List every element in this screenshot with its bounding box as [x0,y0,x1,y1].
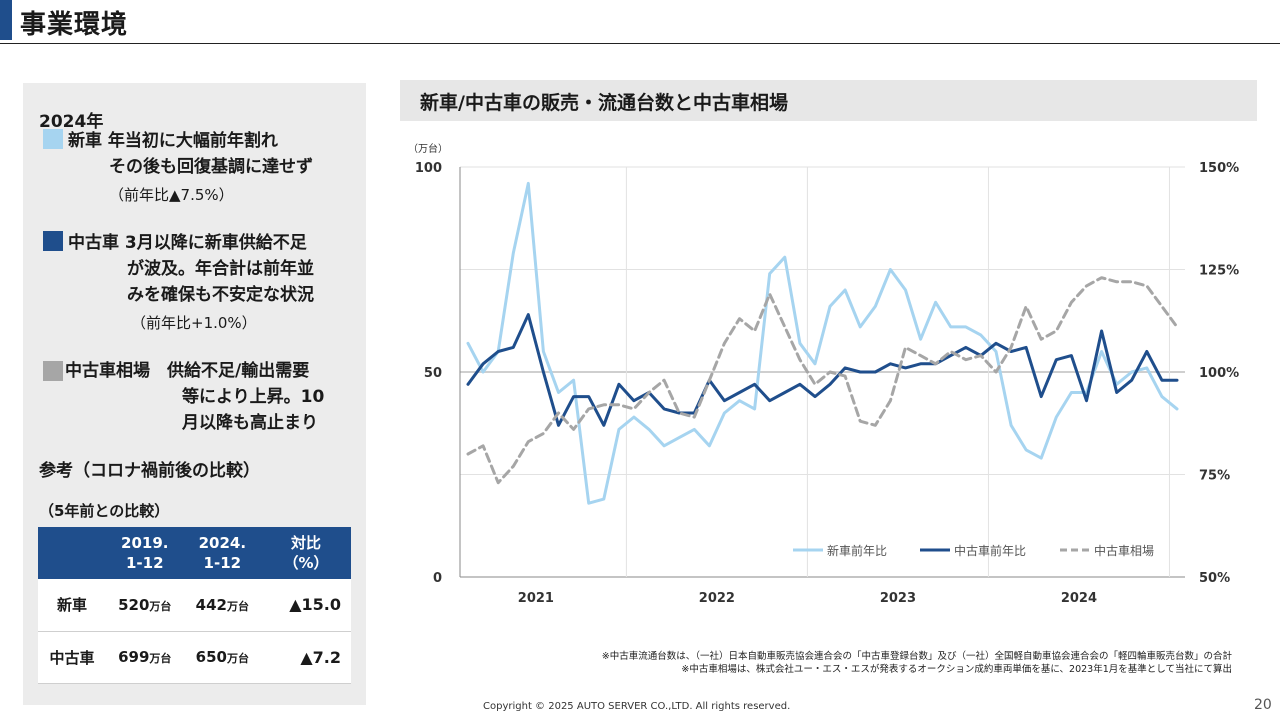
right-axis-tick: 150% [1199,161,1239,176]
reference-title: 参考（コロナ禍前後の比較） [39,461,260,481]
series-line-3 [466,276,1179,485]
table-value: 520 [118,595,150,614]
line-chart: （万台） 100 50 0 150% 125% 100% 75% 50% 2021 2022 2023… [408,142,1239,606]
table-unit: 万台 [226,599,249,613]
market-text-2: 等により上昇。10 [182,387,325,407]
footnote-2: ※中古車相場は、株式会社ユー・エス・エスが発表するオークション成約車両単価を基に… [681,664,1232,675]
series-line-2 [466,313,1179,427]
chart-title: 新車/中古車の販売・流通台数と中古車相場 [420,92,788,114]
table-row: 中古車 699万台 650万台 ▲7.2 [38,631,351,684]
table-header-2019-text: 2019. 1-12 [121,534,169,572]
title-accent [0,0,12,40]
table-cell-2024: 650万台 [183,631,262,684]
table-cell-ratio: ▲15.0 [261,579,351,632]
used-car-note: （前年比+1.0%） [131,314,257,332]
copyright: Copyright © 2025 AUTO SERVER CO.,LTD. Al… [483,701,791,712]
table-cell-2019: 520万台 [106,579,184,632]
x-axis-tick: 2023 [880,591,916,606]
table-row-label: 中古車 [38,631,106,684]
used-car-text-3: みを確保も不安定な状況 [127,285,314,305]
series-line-1 [466,181,1179,505]
summary-year: 2024年 [39,112,104,132]
new-car-text-1: 新車 年当初に大幅前年割れ [68,131,278,151]
table-cell-ratio: ▲7.2 [261,631,351,684]
table-value: 650 [195,648,227,666]
title-bar: 事業環境 [0,0,1280,44]
reference-subtitle: （5年前との比較） [39,502,170,520]
table-header-2019: 2019. 1-12 [106,527,184,579]
legend-label: 中古車前年比 [954,543,1026,558]
x-axis-tick: 2024 [1061,591,1097,606]
used-car-text-1: 中古車 3月以降に新車供給不足 [68,233,307,253]
right-axis-tick: 125% [1199,264,1239,279]
table-value: 442 [195,595,227,614]
chart-header: 新車/中古車の販売・流通台数と中古車相場 [400,80,1257,121]
market-text-1: 中古車相場 供給不足/輸出需要 [65,361,310,381]
table-cell-2024: 442万台 [183,579,262,632]
summary-panel: 2024年 新車 年当初に大幅前年割れ その後も回復基調に達せず （前年比▲7.… [23,83,366,705]
right-axis-tick: 75% [1199,469,1230,484]
table-value: 699 [118,648,150,666]
page-number: 20 [1254,697,1272,713]
table-unit: 万台 [149,599,172,613]
comparison-table: 2019. 1-12 2024. 1-12 対比 （%） 新車 520万台 44… [38,527,351,684]
table-cell-2019: 699万台 [106,631,184,684]
table-unit: 万台 [226,652,249,665]
table-row-label: 新車 [38,579,106,632]
table-header-ratio: 対比 （%） [261,527,351,579]
market-text-3: 月以降も高止まり [182,413,318,433]
table-header-2024-text: 2024. 1-12 [198,534,247,572]
new-car-note: （前年比▲7.5%） [109,186,234,204]
left-axis-tick: 50 [424,366,442,381]
left-axis-unit: （万台） [408,142,448,155]
right-axis-tick: 50% [1199,571,1230,586]
used-car-legend-square [43,231,63,251]
footnote-1: ※中古車流通台数は、（一社）日本自動車販売協会連合会の「中古車登録台数」及び（一… [601,651,1232,662]
table-header-ratio-text: 対比 （%） [283,534,329,572]
table-header-blank [38,527,106,579]
new-car-text-2: その後も回復基調に達せず [109,157,313,177]
x-axis-tick: 2022 [699,591,735,606]
new-car-legend-square [43,129,63,149]
market-legend-square [43,361,63,381]
right-axis-tick: 100% [1199,366,1239,381]
used-car-text-2: が波及。年合計は前年並 [127,259,314,279]
legend-label: 新車前年比 [827,543,887,558]
footnotes: ※中古車流通台数は、（一社）日本自動車販売協会連合会の「中古車登録台数」及び（一… [602,650,1232,676]
x-axis-tick: 2021 [518,591,554,606]
left-axis-tick: 100 [415,161,442,176]
table-header-2024: 2024. 1-12 [183,527,262,579]
left-axis-tick: 0 [433,571,442,586]
legend-label: 中古車相場 [1094,543,1154,558]
table-row: 新車 520万台 442万台 ▲15.0 [38,579,351,632]
page-title: 事業環境 [20,10,129,40]
table-unit: 万台 [149,652,172,665]
